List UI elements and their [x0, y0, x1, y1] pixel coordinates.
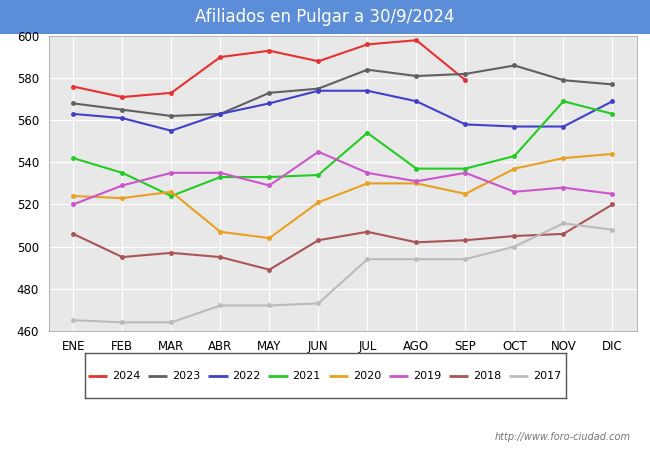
Text: 2022: 2022: [233, 371, 261, 381]
Text: 2020: 2020: [353, 371, 381, 381]
Text: 2018: 2018: [473, 371, 501, 381]
Text: Afiliados en Pulgar a 30/9/2024: Afiliados en Pulgar a 30/9/2024: [195, 8, 455, 26]
Text: 2021: 2021: [292, 371, 321, 381]
Text: 2019: 2019: [413, 371, 441, 381]
Text: 2024: 2024: [112, 371, 140, 381]
Text: http://www.foro-ciudad.com: http://www.foro-ciudad.com: [495, 432, 630, 441]
Text: 2017: 2017: [533, 371, 562, 381]
Text: 2023: 2023: [172, 371, 201, 381]
